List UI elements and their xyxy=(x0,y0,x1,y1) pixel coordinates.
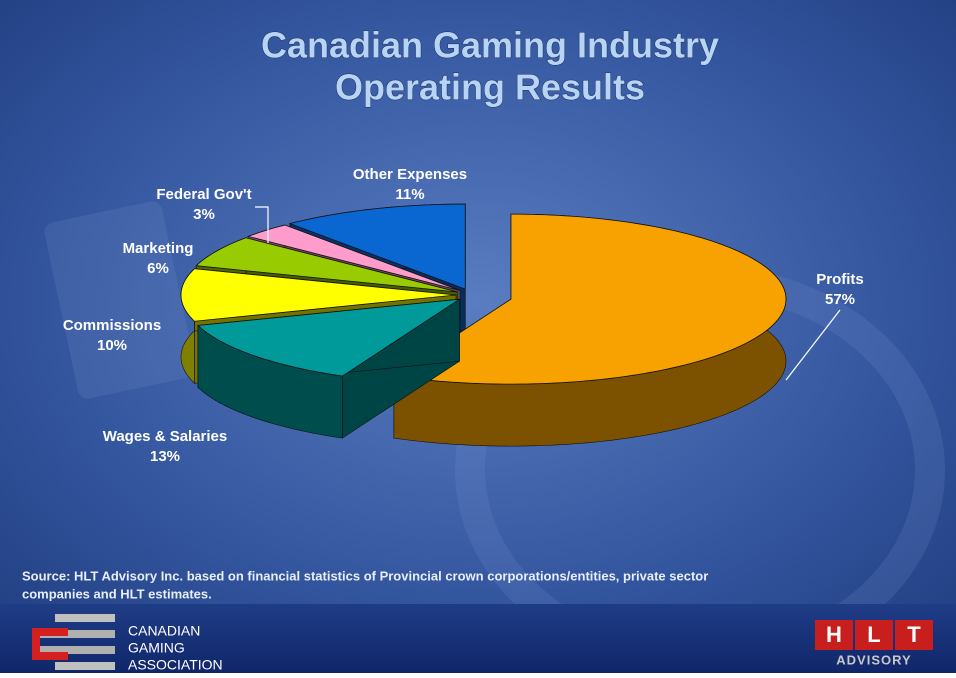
association-name: CANADIAN xyxy=(128,623,200,639)
slice-label: Marketing xyxy=(123,240,194,257)
slice-label: Commissions xyxy=(63,317,161,334)
slice-label: Wages & Salaries xyxy=(103,428,228,445)
logo-bar xyxy=(55,662,115,670)
logo-bar xyxy=(55,614,115,622)
slice-label: Federal Gov't xyxy=(156,186,251,203)
slice-value-label: 3% xyxy=(193,206,215,223)
slice-value-label: 6% xyxy=(147,260,169,277)
slice-value-label: 57% xyxy=(825,291,855,308)
slice-label: Profits xyxy=(816,271,864,288)
logo-letter: H xyxy=(826,622,842,647)
slice-value-label: 11% xyxy=(395,186,424,203)
slice-label: Other Expenses xyxy=(353,166,467,183)
slide: Canadian Gaming Industry Operating Resul… xyxy=(0,0,956,673)
source-note: companies and HLT estimates. xyxy=(22,586,212,601)
source-note: Source: HLT Advisory Inc. based on finan… xyxy=(22,568,708,583)
association-name: ASSOCIATION xyxy=(128,657,223,673)
slice-value-label: 10% xyxy=(97,337,127,354)
logo-letter: L xyxy=(867,622,880,647)
slice-value-label: 13% xyxy=(150,448,180,465)
logo-word: ADVISORY xyxy=(836,652,911,667)
chart-title: Canadian Gaming Industry xyxy=(261,25,719,66)
chart-title: Operating Results xyxy=(335,67,645,108)
association-name: GAMING xyxy=(128,640,185,656)
logo-letter: T xyxy=(907,622,921,647)
